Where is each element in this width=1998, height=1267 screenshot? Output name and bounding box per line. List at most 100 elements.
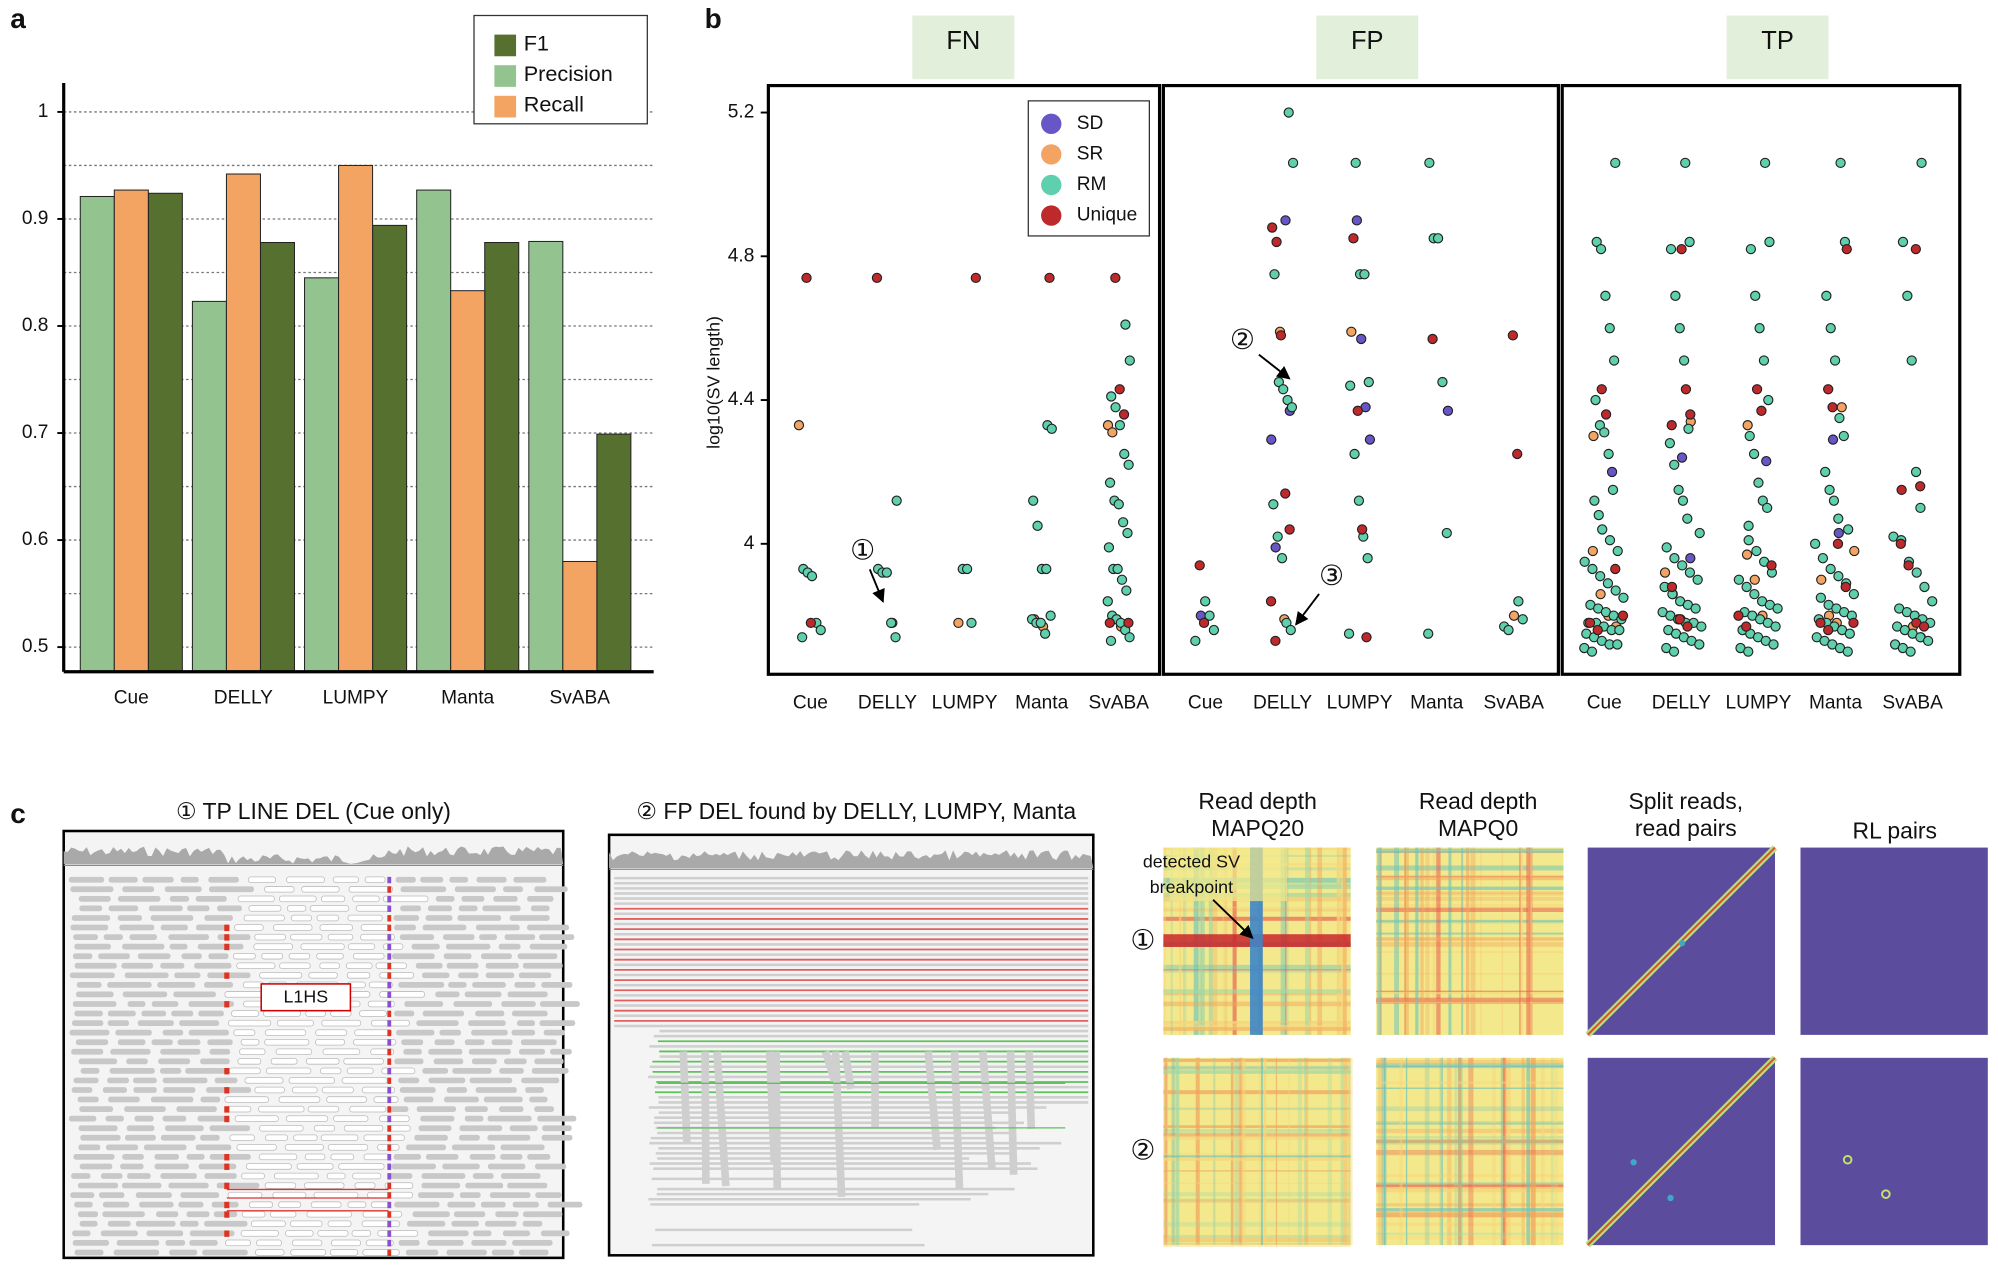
- point: [1843, 524, 1854, 535]
- read: [169, 943, 188, 950]
- heatmap-stripe: [1376, 972, 1564, 975]
- read: [390, 1106, 409, 1112]
- heatmap-stripe: [1275, 1057, 1278, 1246]
- legend-swatch: [494, 95, 517, 118]
- point: [1362, 553, 1373, 564]
- heatmap-stripe: [1399, 1057, 1403, 1246]
- read: [154, 1154, 180, 1160]
- point: [805, 617, 817, 629]
- read: [503, 886, 524, 893]
- read: [444, 1096, 479, 1103]
- split-marker: [387, 1134, 392, 1142]
- read: [326, 1172, 346, 1180]
- read: [239, 1048, 266, 1056]
- read: [237, 1058, 262, 1065]
- read: [286, 876, 325, 883]
- read: [511, 1029, 536, 1036]
- read: [481, 953, 512, 960]
- read: [288, 1077, 335, 1084]
- read: [276, 1019, 314, 1027]
- heatmap-stripe: [1415, 847, 1419, 1035]
- read: [412, 1211, 450, 1218]
- read: [394, 1201, 440, 1208]
- split-marker: [387, 1163, 392, 1170]
- point: [1112, 563, 1123, 575]
- heatmap-stripe: [1195, 1057, 1200, 1246]
- heatmap-title: read pairs: [1635, 815, 1737, 841]
- point: [1612, 639, 1623, 650]
- split-marker: [224, 1068, 230, 1075]
- point: [1120, 319, 1131, 330]
- read: [188, 1029, 229, 1036]
- heatmap-stripe: [1238, 1057, 1243, 1246]
- read: [491, 1039, 513, 1046]
- read: [519, 1048, 546, 1055]
- point: [1751, 384, 1763, 395]
- hanging-reads: [979, 1051, 996, 1169]
- point: [1841, 243, 1852, 255]
- read: [160, 962, 185, 969]
- read: [351, 1230, 372, 1237]
- heatmap: [1376, 1057, 1564, 1246]
- read: [491, 1249, 515, 1256]
- point: [1827, 434, 1839, 445]
- read: [362, 1210, 403, 1218]
- read: [74, 962, 117, 969]
- read: [403, 1096, 434, 1103]
- read: [224, 1096, 269, 1103]
- read: [241, 1172, 265, 1180]
- heatmap-stripe: [1348, 1057, 1350, 1246]
- point: [1200, 596, 1211, 607]
- heatmap-stripe: [1172, 1057, 1175, 1246]
- read: [296, 1163, 334, 1170]
- heatmap-stripe: [1343, 1057, 1348, 1246]
- read: [74, 1201, 93, 1208]
- read: [73, 1077, 99, 1084]
- legend-label: SR: [1077, 143, 1104, 164]
- point: [1122, 527, 1133, 539]
- bar: [484, 242, 520, 673]
- read: [209, 1048, 231, 1055]
- read: [499, 1068, 524, 1074]
- heatmap-stripe: [1264, 1057, 1267, 1246]
- read: [458, 905, 478, 912]
- hanging-reads: [950, 1051, 964, 1189]
- read: [278, 1096, 321, 1103]
- point: [1666, 420, 1677, 431]
- split-marker: [387, 895, 392, 903]
- heatmap: [1800, 847, 1988, 1035]
- point: [1107, 427, 1118, 438]
- heatmap-stripe: [1163, 1243, 1351, 1248]
- point: [1351, 215, 1363, 226]
- read: [446, 962, 479, 969]
- read: [146, 1230, 184, 1237]
- heatmap-stripe: [1376, 848, 1564, 852]
- point: [1842, 646, 1853, 657]
- heatmap-stripe: [1465, 847, 1470, 1035]
- point: [1599, 427, 1610, 438]
- point: [1832, 538, 1844, 549]
- read: [459, 1192, 481, 1198]
- point: [796, 632, 808, 643]
- read: [108, 876, 138, 883]
- read: [122, 943, 165, 950]
- read: [69, 1029, 110, 1036]
- read: [254, 1249, 285, 1256]
- heatmap-stripe: [1376, 1149, 1564, 1155]
- split-marker: [387, 1144, 392, 1151]
- read: [78, 1058, 118, 1065]
- heatmap-stripe: [1394, 847, 1400, 1035]
- read: [98, 953, 130, 960]
- heatmap-stripe: [1470, 847, 1476, 1035]
- point: [1608, 355, 1620, 366]
- read: [459, 1125, 503, 1132]
- point: [1606, 466, 1618, 478]
- read: [321, 1019, 362, 1027]
- point: [1677, 495, 1689, 506]
- heatmap-stripe: [1163, 1107, 1351, 1110]
- read: [243, 914, 285, 922]
- read: [535, 1192, 562, 1198]
- point: [1123, 617, 1134, 629]
- read: [347, 1201, 367, 1208]
- point: [1284, 524, 1295, 535]
